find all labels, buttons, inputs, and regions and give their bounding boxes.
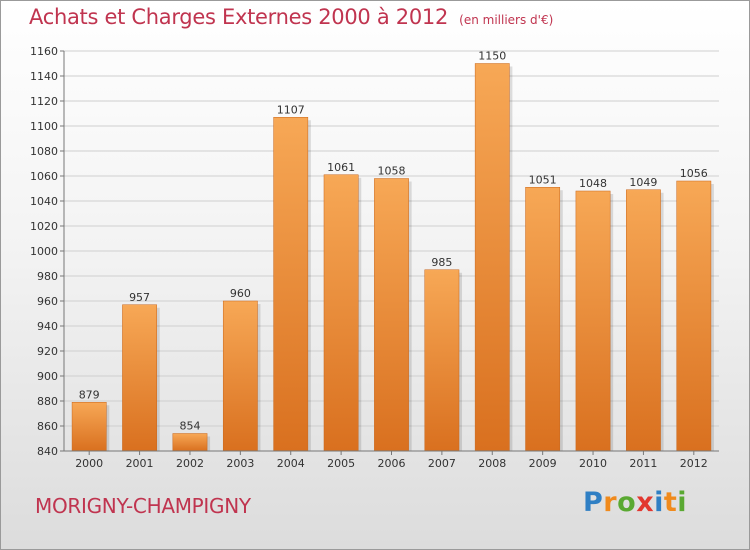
x-tick-label: 2002 [176, 457, 204, 470]
y-tick-label: 880 [37, 395, 58, 408]
bar-value-label: 957 [129, 291, 150, 304]
bar [172, 433, 208, 452]
y-tick-label: 1000 [30, 245, 58, 258]
x-tick-label: 2004 [277, 457, 305, 470]
bar-value-label: 1048 [579, 177, 607, 190]
y-tick-label: 1120 [30, 95, 58, 108]
bar-value-label: 879 [79, 388, 100, 401]
y-tick-label: 1020 [30, 220, 58, 233]
x-tick-label: 2006 [378, 457, 406, 470]
y-tick-label: 1080 [30, 145, 58, 158]
y-tick-label: 1140 [30, 70, 58, 83]
logo-letter: P [583, 487, 604, 518]
logo-letter: x [636, 487, 655, 518]
y-tick-label: 860 [37, 420, 58, 433]
y-tick-label: 980 [37, 270, 58, 283]
x-tick-label: 2010 [579, 457, 607, 470]
bar-value-label: 1061 [327, 161, 355, 174]
x-tick-label: 2008 [478, 457, 506, 470]
bar-value-label: 1051 [529, 173, 557, 186]
logo-letter: o [617, 487, 637, 518]
y-tick-label: 900 [37, 370, 58, 383]
bar-value-label: 1056 [680, 167, 708, 180]
logo-letter: r [603, 487, 618, 518]
bar-value-label: 1107 [277, 103, 305, 116]
chart-title: Achats et Charges Externes 2000 à 2012 (… [29, 5, 553, 29]
y-tick-label: 940 [37, 320, 58, 333]
bar-value-label: 1150 [478, 50, 506, 63]
x-tick-label: 2005 [327, 457, 355, 470]
bar [575, 190, 611, 452]
logo-letter: t [663, 487, 678, 518]
bar-value-label: 985 [431, 256, 452, 269]
axes: 840 860 880 900 920 940 960 980 1000 1020 1040 1060… [30, 45, 719, 470]
y-tick-label: 960 [37, 295, 58, 308]
bars: 879 957 854 960 1107 1061 1058 985 1150 1051 1048 1… [71, 50, 714, 452]
bar [424, 269, 460, 452]
bar-value-label: 854 [179, 420, 200, 433]
x-tick-label: 2003 [226, 457, 254, 470]
bar [273, 117, 309, 452]
x-tick-label: 2011 [629, 457, 657, 470]
x-tick-label: 2001 [126, 457, 154, 470]
chart-title-text: Achats et Charges Externes 2000 à 2012 [29, 5, 449, 29]
logo-letter: i [677, 487, 688, 518]
y-tick-label: 1100 [30, 120, 58, 133]
x-tick-label: 2009 [529, 457, 557, 470]
y-tick-label: 1160 [30, 45, 58, 58]
bar-value-label: 960 [230, 287, 251, 300]
bar [71, 402, 107, 452]
bar [626, 189, 661, 452]
y-tick-label: 1060 [30, 170, 58, 183]
bar [374, 178, 409, 452]
town-name: MORIGNY-CHAMPIGNY [35, 494, 251, 518]
y-tick-label: 920 [37, 345, 58, 358]
x-tick-label: 2007 [428, 457, 456, 470]
proxiti-logo: Proxiti [583, 487, 687, 518]
bar [525, 187, 561, 452]
bar-value-label: 1058 [378, 165, 406, 178]
bar [676, 180, 712, 452]
y-tick-label: 840 [37, 445, 58, 458]
bar [474, 63, 510, 452]
logo-letter: i [654, 487, 664, 518]
x-tick-label: 2000 [75, 457, 103, 470]
bar [122, 304, 157, 452]
bar [222, 300, 258, 452]
x-tick-label: 2012 [680, 457, 708, 470]
bar [323, 174, 359, 452]
y-tick-label: 1040 [30, 195, 58, 208]
chart-unit: (en milliers d'€) [459, 13, 554, 27]
bar-value-label: 1049 [629, 176, 657, 189]
